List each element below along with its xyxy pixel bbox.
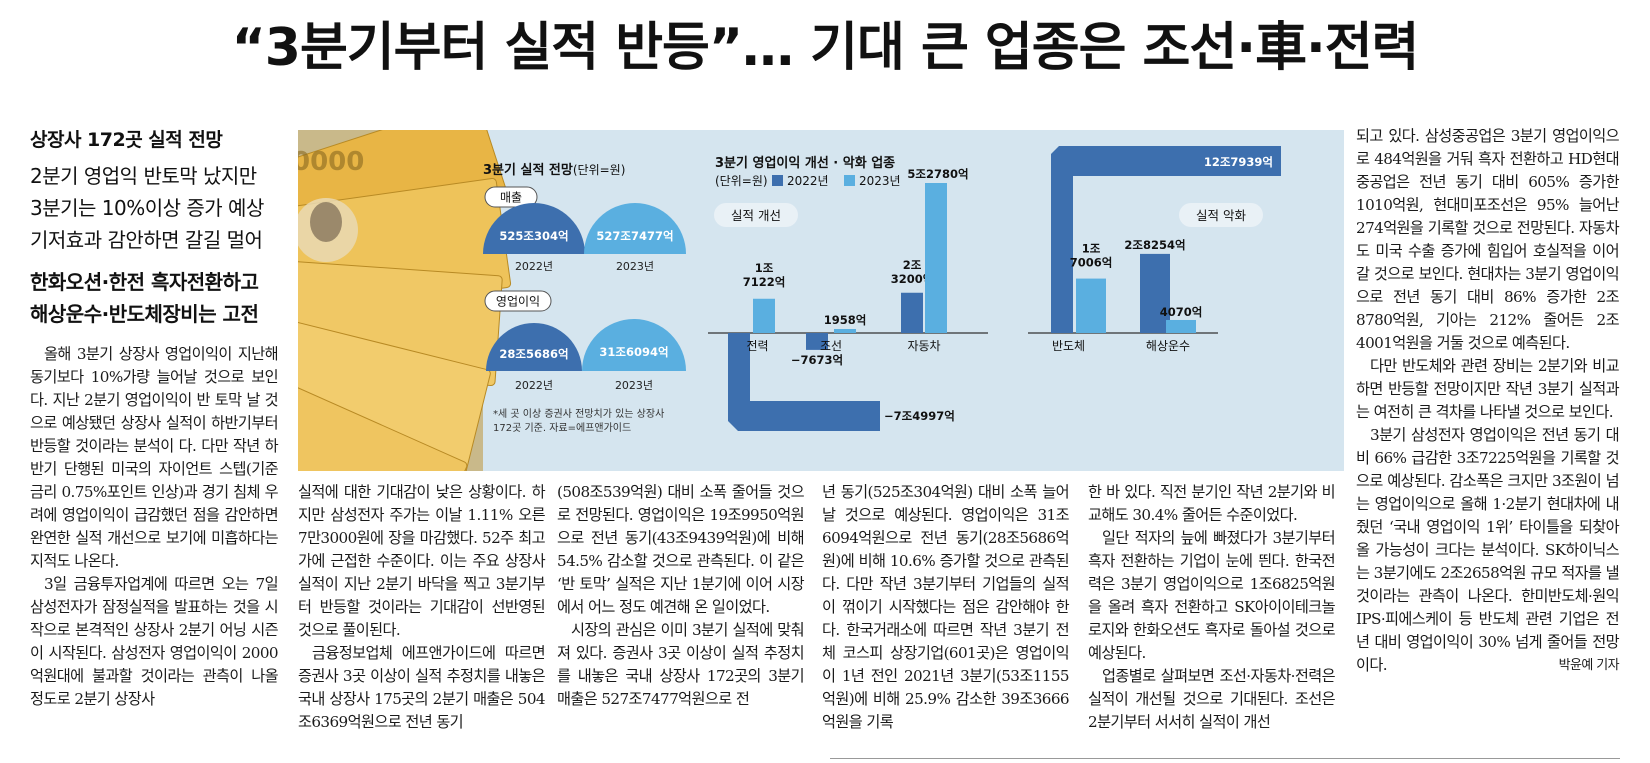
subhead-line: 해상운수·반도체장비는 고전	[30, 302, 259, 326]
paragraph: 되고 있다. 삼성중공업은 3분기 영업이익으로 484억원을 거둬 흑자 전환…	[1356, 127, 1620, 352]
op-2023-dome	[582, 319, 686, 371]
bar-해상운수-2022	[1140, 253, 1170, 333]
category-전력: 전력	[746, 339, 768, 353]
divider	[830, 758, 1620, 759]
paragraph: 일단 적자의 늪에 빠졌다가 3분기부터 흑자 전환하는 기업이 눈에 띈다. …	[1088, 529, 1336, 662]
paragraph: 년 동기(525조304억원) 대비 소폭 늘어날 것으로 예상된다. 영업이익…	[822, 483, 1070, 731]
right-chart-title: 3분기 영업이익 개선 · 악화 업종	[715, 155, 895, 171]
source-note: *세 곳 이상 증권사 전망치가 있는 상장사	[493, 408, 664, 420]
bar-조선-2022	[806, 333, 828, 350]
paragraph: 실적에 대한 기대감이 낮은 상황이다. 하지만 삼성전자 주가는 이날 1.1…	[298, 483, 546, 639]
sales-2022-value: 525조304억	[499, 229, 568, 243]
bar-자동차-2023	[925, 183, 947, 333]
article-column-1: 올해 3분기 상장사 영업이익이 지난해 동기보다 10%가량 늘어날 것으로 …	[30, 343, 279, 711]
paragraph: 시장의 관심은 이미 3분기 실적에 맞춰져 있다. 증권사 3곳 이상이 실적…	[557, 621, 805, 708]
legend-2022-swatch	[772, 175, 783, 186]
article-column-6: 되고 있다. 삼성중공업은 3분기 영업이익으로 484억원을 거둬 흑자 전환…	[1356, 125, 1620, 677]
op-2022-year: 2022년	[515, 379, 553, 392]
bar-반도체-2023	[1076, 278, 1106, 333]
paragraph: 업종별로 살펴보면 조선·자동차·전력은 실적이 개선될 것으로 기대된다. 조…	[1088, 667, 1336, 731]
category-조선: 조선	[820, 339, 842, 353]
paragraph: 3분기 삼성전자 영업이익은 전년 동기 대비 66% 급감한 3조7225억원…	[1356, 424, 1620, 677]
paragraph: 3일 금융투자업계에 따르면 오는 7일 삼성전자가 잠정실적을 발표하는 것을…	[30, 575, 279, 708]
paragraph: 다만 반도체와 관련 장비는 2분기와 비교하면 반등할 전망이지만 작년 3분…	[1356, 357, 1620, 421]
svg-text:0000: 0000	[298, 147, 364, 177]
article-column-3: (508조539억원) 대비 소폭 줄어들 것으로 전망된다. 영업이익은 19…	[557, 481, 805, 711]
subhead-main: 2분기 영업익 반토막 났지만 3분기는 10%이상 증가 예상 기저효과 감안…	[30, 160, 292, 256]
legend-2023-swatch	[844, 175, 855, 186]
op-2022-value: 28조5686억	[499, 347, 568, 361]
op-tag: 영업이익	[496, 295, 540, 309]
subhead-line: 기저효과 감안하면 갈길 멀어	[30, 228, 263, 252]
sales-2023-dome	[584, 203, 686, 254]
bar-해상운수-2023	[1166, 319, 1196, 333]
improve-label: 실적 개선	[731, 208, 781, 223]
subhead-line: 한화오션·한전 흑자전환하고	[30, 270, 259, 294]
bar-value-조선-2022: −7673억	[791, 353, 843, 367]
worsen-label: 실적 악화	[1196, 208, 1246, 223]
headline: “3분기부터 실적 반등”… 기대 큰 업종은 조선·車·전력	[231, 18, 1420, 78]
bar-value-자동차-2023: 5조2780억	[907, 167, 968, 181]
op-2022-dome	[486, 323, 582, 371]
paragraph: (508조539억원) 대비 소폭 줄어들 것으로 전망된다. 영업이익은 19…	[557, 483, 805, 616]
subhead-secondary: 한화오션·한전 흑자전환하고 해상운수·반도체장비는 고전	[30, 266, 292, 330]
op-2023-value: 31조6094억	[599, 345, 668, 359]
sales-2023-year: 2023년	[616, 260, 654, 273]
subhead-line: 3분기는 10%이상 증가 예상	[30, 196, 264, 220]
article-column-2: 실적에 대한 기대감이 낮은 상황이다. 하지만 삼성전자 주가는 이날 1.1…	[298, 481, 546, 734]
paragraph: 금융정보업체 에프앤가이드에 따르면 증권사 3곳 이상이 실적 추정치를 내놓…	[298, 644, 546, 731]
left-chart-title: 3분기 실적 전망(단위=원)	[483, 162, 625, 178]
bar-전력-2022	[728, 333, 880, 431]
subhead-line: 2분기 영업익 반토막 났지만	[30, 164, 257, 188]
bar-value-해상운수-2022: 2조8254억	[1124, 238, 1185, 252]
op-2023-year: 2023년	[615, 379, 653, 392]
infographic-svg: 0000 3분기 실적 전망(단위=원) 매출 525조304억 2022년 5…	[298, 130, 1281, 471]
category-해상운수: 해상운수	[1146, 339, 1190, 353]
paragraph: 한 바 있다. 직전 분기인 작년 2분기와 비교해도 30.4% 줄어든 수준…	[1088, 483, 1336, 524]
bar-value-전력-2022: −7조4997억	[884, 409, 955, 423]
category-반도체: 반도체	[1052, 339, 1085, 353]
legend-2022: 2022년	[787, 174, 829, 188]
legend-2023: 2023년	[859, 174, 901, 188]
paragraph: 올해 3분기 상장사 영업이익이 지난해 동기보다 10%가량 늘어날 것으로 …	[30, 345, 279, 570]
subhead-kicker: 상장사 172곳 실적 전망	[30, 129, 223, 151]
bar-반도체-2022	[1051, 146, 1281, 333]
source-note: 172곳 기준. 자료=에프앤가이드	[493, 422, 631, 434]
right-chart-unit: (단위=원)	[715, 174, 768, 188]
sales-tag: 매출	[500, 191, 522, 205]
article-column-5: 한 바 있다. 직전 분기인 작년 2분기와 비교해도 30.4% 줄어든 수준…	[1088, 481, 1336, 734]
bar-value-조선-2023: 1958억	[824, 313, 867, 327]
article-column-4: 년 동기(525조304억원) 대비 소폭 늘어날 것으로 예상된다. 영업이익…	[822, 481, 1070, 734]
bar-value-전력-2023: 1조 7122억	[743, 261, 786, 289]
paragraph-text: 3분기 삼성전자 영업이익은 전년 동기 대비 66% 급감한 3조7225억원…	[1356, 426, 1620, 674]
bar-자동차-2022	[901, 292, 923, 333]
bar-조선-2023	[834, 329, 856, 333]
banknote-photo: 0000	[298, 130, 512, 471]
bar-value-해상운수-2023: 4070억	[1160, 305, 1203, 319]
bar-전력-2023	[753, 298, 775, 333]
bar-value-반도체-2022: 12조7939억	[1204, 155, 1273, 169]
bar-value-자동차-2022: 2조 3200억	[891, 258, 934, 286]
sales-2022-year: 2022년	[515, 260, 553, 273]
byline: 박윤예 기자	[1558, 658, 1620, 673]
infographic: 0000 3분기 실적 전망(단위=원) 매출 525조304억 2022년 5…	[298, 130, 1344, 471]
sales-2022-dome	[483, 203, 585, 254]
category-자동차: 자동차	[907, 339, 940, 353]
bar-value-반도체-2023: 1조 7006억	[1070, 242, 1113, 270]
sales-2023-value: 527조7477억	[596, 229, 673, 243]
